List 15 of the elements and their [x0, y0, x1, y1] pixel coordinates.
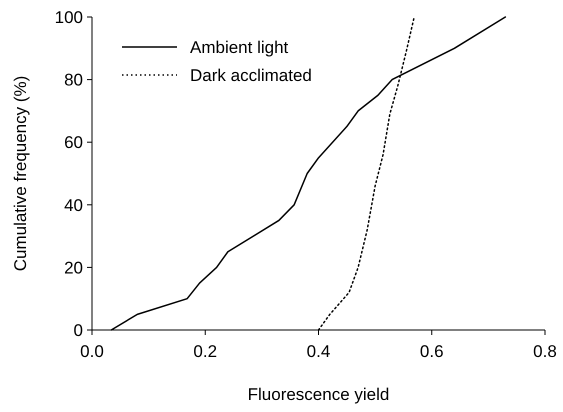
x-tick-label: 0.4 — [306, 342, 330, 361]
x-tick-label: 0.8 — [533, 342, 557, 361]
y-tick-label: 80 — [64, 70, 83, 90]
x-tick-label: 0.2 — [193, 342, 218, 361]
y-tick-label: 20 — [64, 258, 83, 278]
y-tick-label: 40 — [64, 196, 83, 215]
y-tick-label: 100 — [54, 8, 83, 27]
legend-label: Dark acclimated — [190, 66, 312, 85]
y-axis-title: Cumulative frequency (%) — [11, 76, 30, 272]
legend-label: Ambient light — [190, 38, 289, 57]
x-axis-title: Fluorescence yield — [248, 385, 390, 404]
y-tick-label: 0 — [74, 320, 83, 340]
x-tick-label: 0.0 — [80, 342, 104, 361]
y-tick-label: 60 — [64, 133, 83, 152]
x-tick-label: 0.6 — [420, 342, 444, 361]
